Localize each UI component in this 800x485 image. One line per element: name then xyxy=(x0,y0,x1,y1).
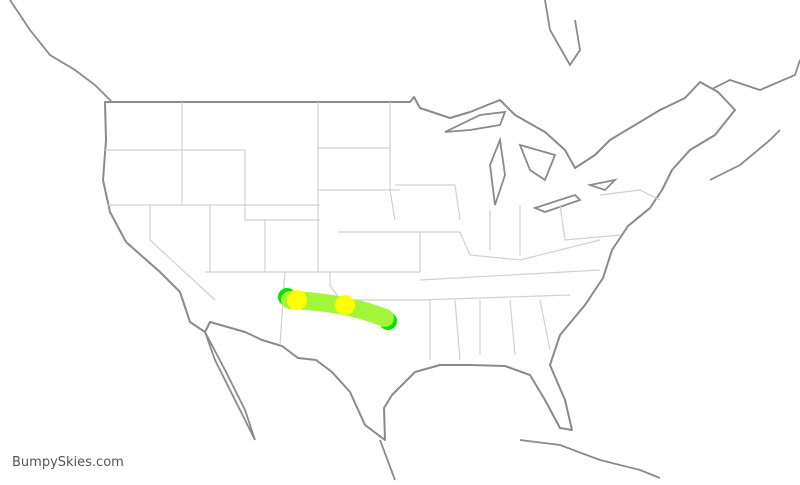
state-borders xyxy=(105,102,661,361)
mexico-border xyxy=(204,331,661,481)
waypoint-marker xyxy=(335,295,355,315)
waypoint-marker xyxy=(287,290,307,310)
great-lakes xyxy=(444,110,618,213)
usa-outline xyxy=(102,81,736,441)
watermark: BumpySkies.com xyxy=(12,455,124,470)
flight-route[interactable] xyxy=(278,288,397,330)
